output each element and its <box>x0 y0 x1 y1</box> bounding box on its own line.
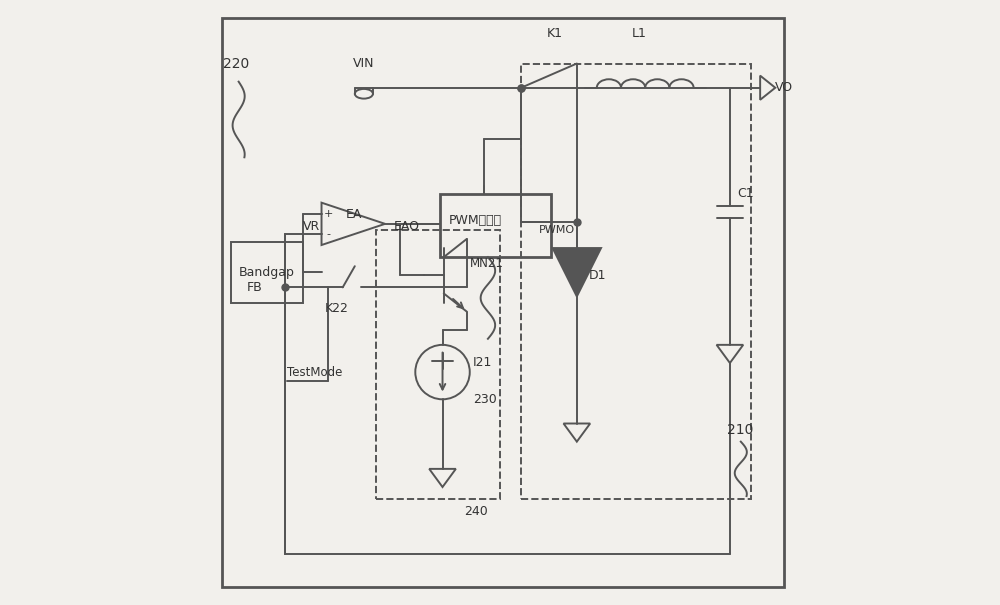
Text: Bandgap: Bandgap <box>239 266 295 279</box>
Text: PWMO: PWMO <box>539 225 575 235</box>
Text: MN21: MN21 <box>470 257 504 270</box>
Text: VR: VR <box>303 220 321 234</box>
Text: K1: K1 <box>546 27 562 40</box>
Text: 210: 210 <box>727 422 753 437</box>
Text: EAO: EAO <box>394 220 420 234</box>
Text: 230: 230 <box>473 393 497 406</box>
Text: 240: 240 <box>464 505 487 518</box>
Text: L1: L1 <box>632 27 647 40</box>
Text: TestMode: TestMode <box>287 365 342 379</box>
Text: VIN: VIN <box>353 57 375 70</box>
Bar <box>231 242 303 302</box>
Text: -: - <box>327 229 331 239</box>
Polygon shape <box>553 248 601 296</box>
Text: FB: FB <box>247 281 263 294</box>
Text: I21: I21 <box>473 356 492 370</box>
Text: EA: EA <box>346 208 362 221</box>
Bar <box>376 230 500 499</box>
Text: C1: C1 <box>737 187 754 200</box>
Text: K22: K22 <box>325 302 348 315</box>
Text: +: + <box>324 209 333 218</box>
Bar <box>521 64 751 499</box>
Text: VO: VO <box>775 81 793 94</box>
Text: 220: 220 <box>223 56 249 71</box>
Text: PWM控制器: PWM控制器 <box>449 214 502 227</box>
Bar <box>440 194 551 257</box>
Text: D1: D1 <box>589 269 606 282</box>
